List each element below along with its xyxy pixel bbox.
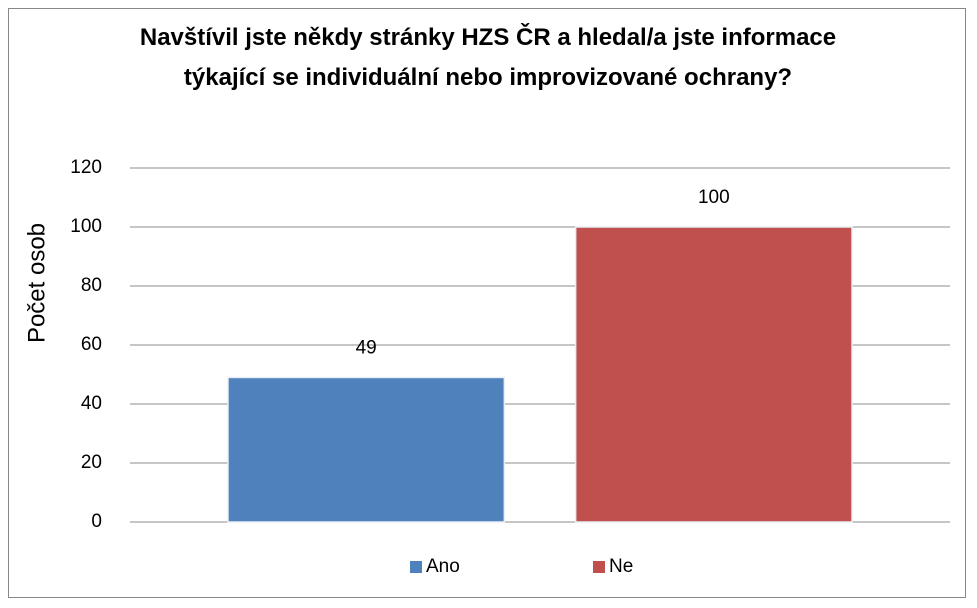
y-tick-label: 80: [81, 275, 102, 296]
data-label: 49: [356, 337, 377, 358]
y-tick-label: 120: [70, 157, 102, 178]
legend-swatch: [593, 561, 605, 573]
legend-label: Ne: [609, 556, 633, 577]
chart-border: [8, 8, 966, 598]
legend-label: Ano: [426, 556, 460, 577]
y-tick-label: 100: [70, 216, 102, 237]
y-tick-label: 0: [91, 511, 102, 532]
data-label: 100: [698, 187, 730, 208]
bar: [227, 376, 506, 523]
y-tick-label: 40: [81, 393, 102, 414]
y-tick-label: 60: [81, 334, 102, 355]
bar: [574, 226, 853, 523]
y-tick-label: 20: [81, 452, 102, 473]
chart-title: Navštívil jste někdy stránky HZS ČR a hl…: [139, 24, 837, 91]
y-axis-label: Počet osob: [23, 223, 50, 343]
legend-swatch: [410, 561, 422, 573]
